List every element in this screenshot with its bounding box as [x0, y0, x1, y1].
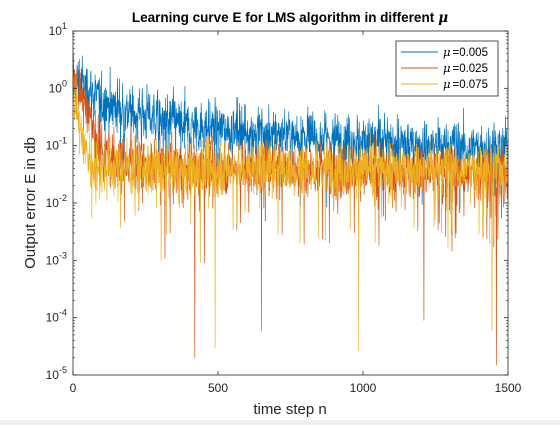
- series-layer: [72, 53, 509, 366]
- legend-label-1: μ =0.005: [443, 45, 488, 59]
- chart-title: Learning curve E for LMS algorithm in di…: [132, 10, 448, 26]
- series-line-3: [72, 73, 509, 351]
- tick-layer: 0 500 1000 1500 10-5 10-4 10-3 10-2 10-1 100 101: [46, 21, 522, 395]
- chart-title-text: Learning curve E for LMS algorithm in di…: [132, 10, 435, 25]
- y-tick-label: 10-4: [46, 308, 67, 325]
- legend: μ =0.005 μ =0.025 μ =0.075: [395, 40, 499, 97]
- x-tick-label: 0: [70, 381, 77, 395]
- x-tick-label: 500: [208, 381, 228, 395]
- y-tick-label: 101: [49, 21, 67, 38]
- x-tick-label: 1500: [495, 381, 522, 395]
- y-axis-label: Output error E in db: [22, 137, 39, 269]
- x-axis-label: time step n: [253, 401, 326, 418]
- y-tick-label: 10-3: [46, 250, 67, 267]
- legend-label-2: μ =0.025: [443, 61, 488, 75]
- chart-title-symbol: μ: [438, 10, 448, 26]
- y-tick-label: 10-1: [46, 136, 67, 153]
- y-tick-label: 100: [49, 78, 67, 95]
- y-tick-label: 10-2: [46, 193, 67, 210]
- y-tick-label: 10-5: [46, 365, 67, 382]
- x-tick-label: 1000: [350, 381, 377, 395]
- legend-label-3: μ =0.075: [443, 77, 488, 91]
